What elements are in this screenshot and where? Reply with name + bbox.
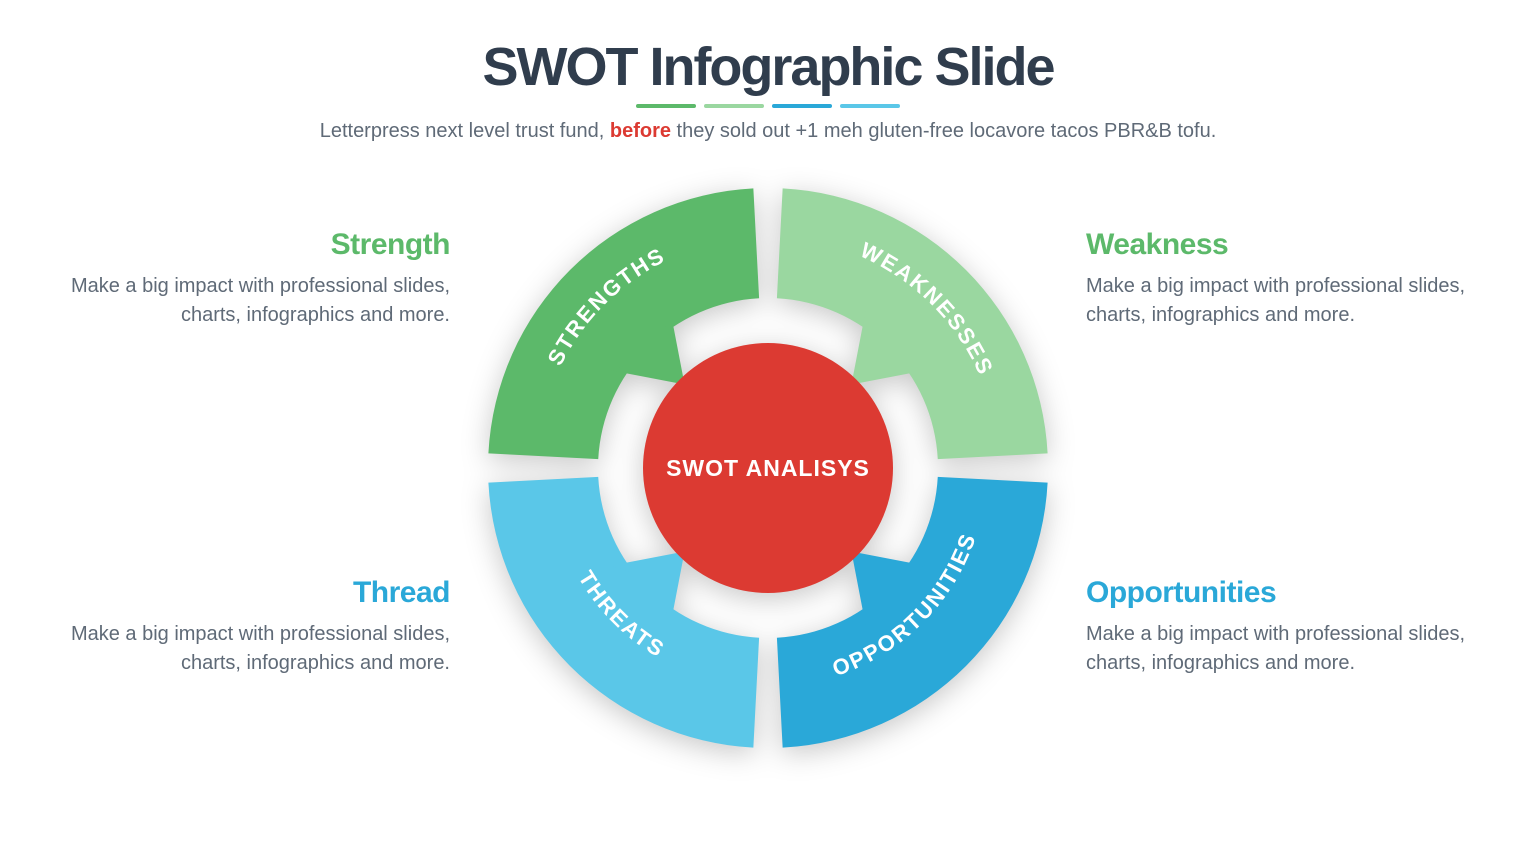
subtitle-pre: Letterpress next level trust fund, [320,120,610,142]
quadrant-thread: Thread Make a big impact with profession… [70,576,450,678]
quadrant-strength-heading: Strength [70,228,450,262]
swot-ring-svg: STRENGTHSWEAKNESSESOPPORTUNITIESTHREATSS… [488,188,1048,748]
subtitle-highlight: before [610,120,671,142]
underline-seg-3 [840,104,900,108]
quadrant-opportunities-body: Make a big impact with professional slid… [1086,620,1466,678]
swot-ring-diagram: STRENGTHSWEAKNESSESOPPORTUNITIESTHREATSS… [488,188,1048,748]
quadrant-weakness-heading: Weakness [1086,228,1466,262]
quadrant-thread-body: Make a big impact with professional slid… [70,620,450,678]
underline-seg-2 [772,104,832,108]
center-label: SWOT ANALISYS [666,455,870,481]
underline-seg-1 [704,104,764,108]
title-underline [636,104,900,108]
quadrant-opportunities-heading: Opportunities [1086,576,1466,610]
quadrant-thread-heading: Thread [70,576,450,610]
quadrant-strength-body: Make a big impact with professional slid… [70,272,450,330]
slide-title: SWOT Infographic Slide [0,36,1536,98]
quadrant-weakness-body: Make a big impact with professional slid… [1086,272,1466,330]
slide-subtitle: Letterpress next level trust fund, befor… [0,120,1536,143]
quadrant-weakness: Weakness Make a big impact with professi… [1086,228,1466,330]
quadrant-strength: Strength Make a big impact with professi… [70,228,450,330]
swot-slide: SWOT Infographic Slide Letterpress next … [0,0,1536,864]
subtitle-post: they sold out +1 meh gluten-free locavor… [671,120,1216,142]
underline-seg-0 [636,104,696,108]
quadrant-opportunities: Opportunities Make a big impact with pro… [1086,576,1466,678]
